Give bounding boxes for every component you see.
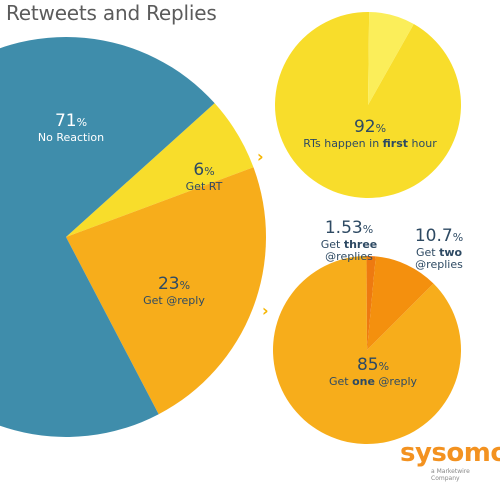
pct-first-hour: 92: [353, 117, 376, 137]
logo-tagline: a Marketwire Company: [431, 468, 470, 482]
label-two-replies: 10.7% Get two @replies: [394, 226, 484, 272]
slice-no-reaction: [0, 37, 215, 437]
text-one-reply: Get one @reply: [328, 374, 418, 388]
sysomos-logo: sysomos: [400, 438, 500, 468]
label-get-reply: 23% Get @reply: [134, 274, 214, 307]
text-get-reply: Get @reply: [143, 293, 205, 307]
slice-two-replies: [366, 255, 376, 350]
text-no-reaction: No Reaction: [37, 130, 105, 144]
pct-two-replies: 10.7: [414, 226, 453, 246]
label-one-reply: 85% Get one @reply: [318, 355, 428, 388]
pct-three-replies: 1.53: [324, 218, 363, 238]
text-get-rt: Get RT: [185, 179, 223, 193]
label-no-reaction: 71% No Reaction: [20, 111, 122, 144]
chevron-right-icon: ›: [257, 147, 264, 166]
pct-get-reply: 23: [157, 274, 180, 294]
label-three-replies: 1.53% Get three @replies: [303, 218, 395, 264]
chevron-right-icon: ›: [262, 301, 269, 320]
pct-get-rt: 6: [193, 160, 205, 180]
label-first-hour: 92% RTs happen in first hour: [300, 117, 440, 150]
text-three-replies: Get three @replies: [320, 237, 378, 264]
text-two-replies: Get two @replies: [415, 245, 463, 272]
slice-three-replies: [367, 256, 434, 350]
slice-rts-later: [368, 12, 414, 105]
slice-get-rt: [66, 103, 254, 237]
pct-one-reply: 85: [356, 355, 379, 375]
slice-one-reply: [272, 256, 461, 445]
chart-title: Retweets and Replies: [6, 1, 217, 25]
text-first-hour: RTs happen in first hour: [303, 136, 437, 150]
pct-no-reaction: 71: [54, 111, 77, 131]
label-get-rt: 6% Get RT: [176, 160, 232, 193]
slice-rts-first-hour: [275, 11, 461, 199]
slice-get-reply: [66, 167, 266, 415]
